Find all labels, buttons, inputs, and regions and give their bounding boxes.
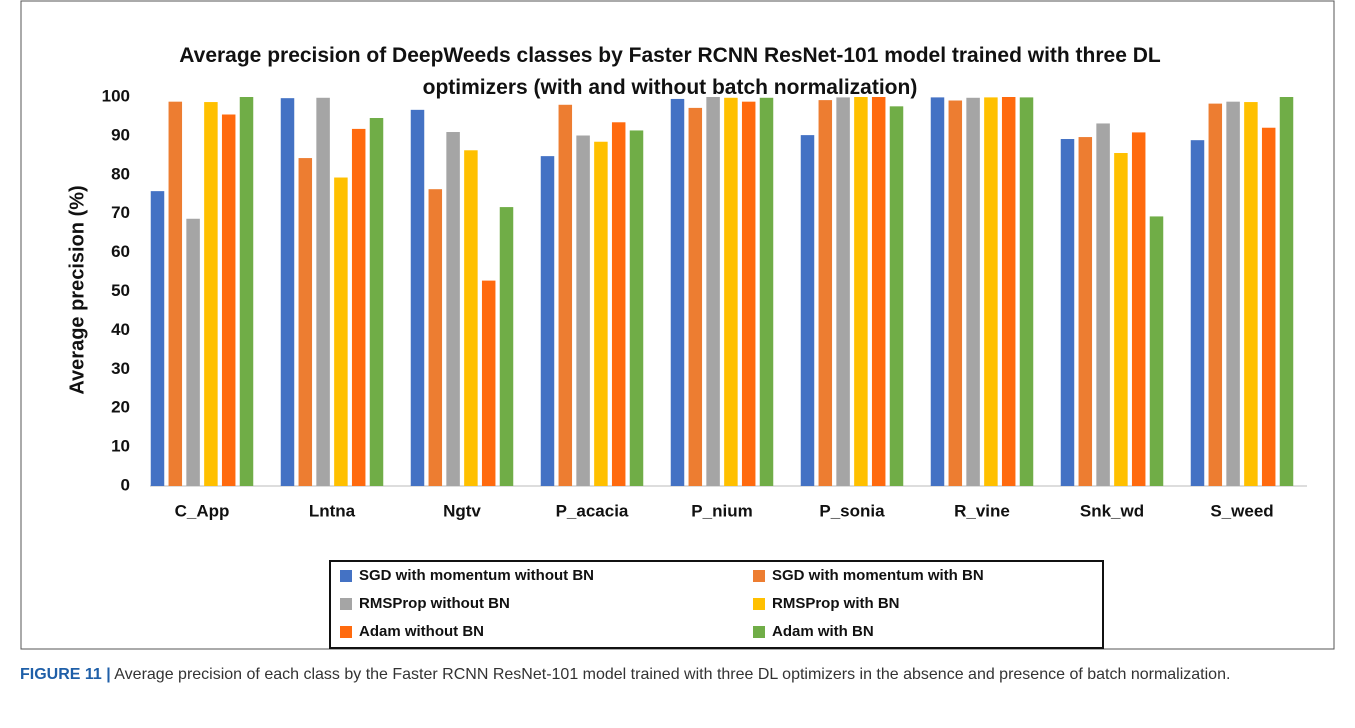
bar — [369, 118, 384, 487]
bar — [724, 97, 738, 486]
legend-label: SGD with momentum with BN — [772, 567, 984, 584]
x-tick-label: P_sonia — [819, 501, 885, 520]
bar — [854, 97, 868, 486]
legend-swatch — [340, 598, 352, 610]
bar — [611, 122, 626, 486]
x-tick-label: P_nium — [691, 501, 752, 520]
y-tick-label: 90 — [111, 125, 130, 144]
bar — [428, 189, 443, 486]
bar — [150, 191, 165, 486]
bar — [1114, 153, 1128, 487]
bar — [1019, 97, 1034, 486]
y-tick-label: 60 — [111, 242, 130, 261]
legend-label: RMSProp with BN — [772, 595, 900, 612]
bar — [558, 104, 573, 486]
bar — [1208, 103, 1223, 486]
bar — [1078, 137, 1093, 486]
legend-swatch — [753, 570, 765, 582]
legend-swatch — [753, 626, 765, 638]
x-tick-label: P_acacia — [556, 501, 629, 520]
legend-label: Adam with BN — [772, 623, 874, 640]
bar — [818, 100, 833, 486]
bar — [1244, 102, 1258, 486]
legend-swatch — [340, 570, 352, 582]
bar — [540, 156, 555, 487]
bar — [410, 109, 425, 486]
bar — [670, 98, 685, 486]
bar — [594, 141, 608, 487]
bar — [1226, 101, 1240, 486]
x-tick-label: S_weed — [1210, 501, 1273, 520]
legend-box — [329, 560, 1104, 649]
bar — [948, 100, 963, 486]
caption: FIGURE 11 | Average precision of each cl… — [20, 662, 1320, 687]
x-tick-label: Snk_wd — [1080, 501, 1144, 520]
x-tick-label: Ngtv — [443, 501, 481, 520]
bar — [204, 102, 218, 486]
bar — [576, 135, 590, 487]
bar — [239, 97, 254, 486]
y-tick-label: 20 — [111, 398, 130, 417]
bar — [464, 150, 478, 486]
y-tick-label: 30 — [111, 359, 130, 378]
chart-title: Average precision of DeepWeeds classes b… — [179, 44, 1161, 99]
y-tick-label: 0 — [121, 475, 130, 494]
x-tick-label: Lntna — [309, 501, 356, 520]
bar — [984, 97, 998, 486]
bar — [1096, 123, 1110, 487]
bar — [889, 106, 904, 486]
bar — [1060, 139, 1075, 486]
bar — [741, 101, 756, 486]
bar — [1261, 127, 1276, 486]
y-tick-label: 70 — [111, 203, 130, 222]
bar — [930, 97, 945, 486]
bar — [221, 114, 236, 486]
bar — [481, 280, 496, 486]
y-tick-label: 50 — [111, 281, 130, 300]
bar — [629, 130, 644, 487]
bar — [316, 97, 330, 486]
legend-label: RMSProp without BN — [359, 595, 510, 612]
bar — [186, 218, 200, 486]
x-tick-label: C_App — [175, 501, 230, 520]
bar — [759, 97, 774, 486]
caption-text: Average precision of each class by the F… — [114, 666, 1231, 683]
bar — [168, 101, 183, 486]
bar — [688, 107, 703, 486]
legend-label: Adam without BN — [359, 623, 484, 640]
caption-label: FIGURE 11 | — [20, 666, 111, 683]
legend-swatch — [753, 598, 765, 610]
bar — [836, 97, 850, 486]
y-tick-label: 40 — [111, 320, 130, 339]
bar — [1149, 216, 1164, 486]
bar — [298, 158, 313, 486]
legend-label: SGD with momentum without BN — [359, 567, 594, 584]
bar — [800, 135, 815, 486]
y-tick-label: 80 — [111, 164, 130, 183]
bar — [871, 97, 886, 486]
bar — [446, 132, 460, 486]
bar — [966, 97, 980, 486]
bar — [1279, 97, 1294, 486]
bar — [706, 97, 720, 486]
bar — [280, 98, 295, 487]
y-tick-label: 10 — [111, 437, 130, 456]
bar — [351, 128, 366, 486]
bar — [1001, 97, 1016, 486]
bar — [1131, 132, 1146, 487]
y-tick-label: 100 — [102, 86, 130, 105]
legend-swatch — [340, 626, 352, 638]
y-axis-label: Average precision (%) — [66, 185, 88, 394]
bar — [499, 207, 514, 486]
bar — [334, 177, 348, 486]
x-tick-label: R_vine — [954, 501, 1010, 520]
bar — [1190, 140, 1205, 486]
